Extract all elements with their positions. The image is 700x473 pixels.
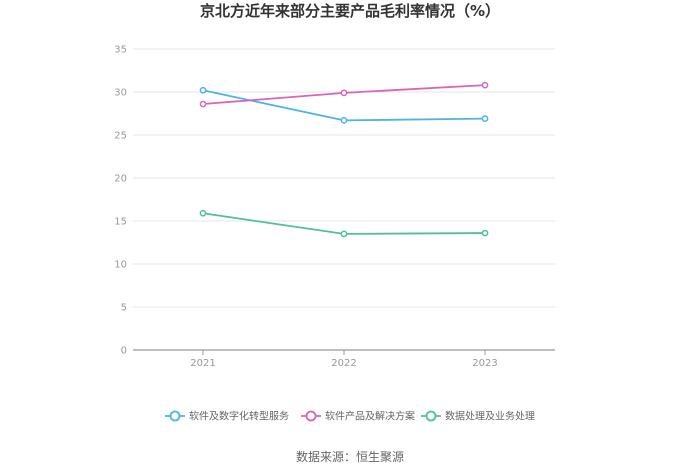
x-tick-label: 2021 (190, 358, 215, 369)
legend-item[interactable]: 数据处理及业务处理 (421, 410, 535, 423)
legend-label: 软件及数字化转型服务 (189, 410, 289, 423)
y-tick-label: 30 (114, 88, 127, 99)
chart-title: 京北方近年来部分主要产品毛利率情况（%） (200, 2, 500, 20)
legend-label: 数据处理及业务处理 (445, 410, 535, 423)
data-point[interactable] (199, 100, 207, 108)
data-point[interactable] (481, 115, 489, 123)
data-source: 数据来源：恒生聚源 (296, 449, 404, 464)
legend-marker-icon (425, 410, 437, 422)
data-point[interactable] (199, 86, 207, 94)
data-point[interactable] (340, 89, 348, 97)
legend-marker-icon (305, 410, 317, 422)
data-point[interactable] (340, 117, 348, 124)
y-tick-label: 0 (121, 346, 127, 357)
legend-item[interactable]: 软件产品及解决方案 (301, 410, 415, 423)
x-tick-label: 2022 (331, 358, 356, 369)
axes: 0 5 10 15 20 25 30 35 2021 2022 2023 (114, 45, 555, 369)
legend-item[interactable]: 软件及数字化转型服务 (165, 410, 289, 423)
y-tick-label: 5 (121, 303, 127, 314)
y-tick-label: 20 (114, 174, 127, 185)
data-point[interactable] (199, 209, 207, 217)
grid-lines (133, 48, 555, 308)
y-tick-label: 10 (114, 260, 127, 271)
series-2 (199, 81, 489, 108)
legend-marker-icon (169, 410, 181, 422)
y-tick-label: 35 (114, 45, 127, 56)
legend-label: 软件产品及解决方案 (325, 410, 415, 423)
data-point[interactable] (340, 230, 348, 238)
x-tick-label: 2023 (472, 358, 497, 369)
legend: 软件及数字化转型服务 软件产品及解决方案 数据处理及业务处理 (165, 410, 535, 423)
y-tick-label: 25 (114, 131, 127, 142)
data-point[interactable] (481, 81, 489, 89)
series-layer (199, 81, 489, 238)
series-3 (199, 209, 489, 238)
data-point[interactable] (481, 229, 489, 237)
y-tick-label: 15 (114, 217, 127, 228)
